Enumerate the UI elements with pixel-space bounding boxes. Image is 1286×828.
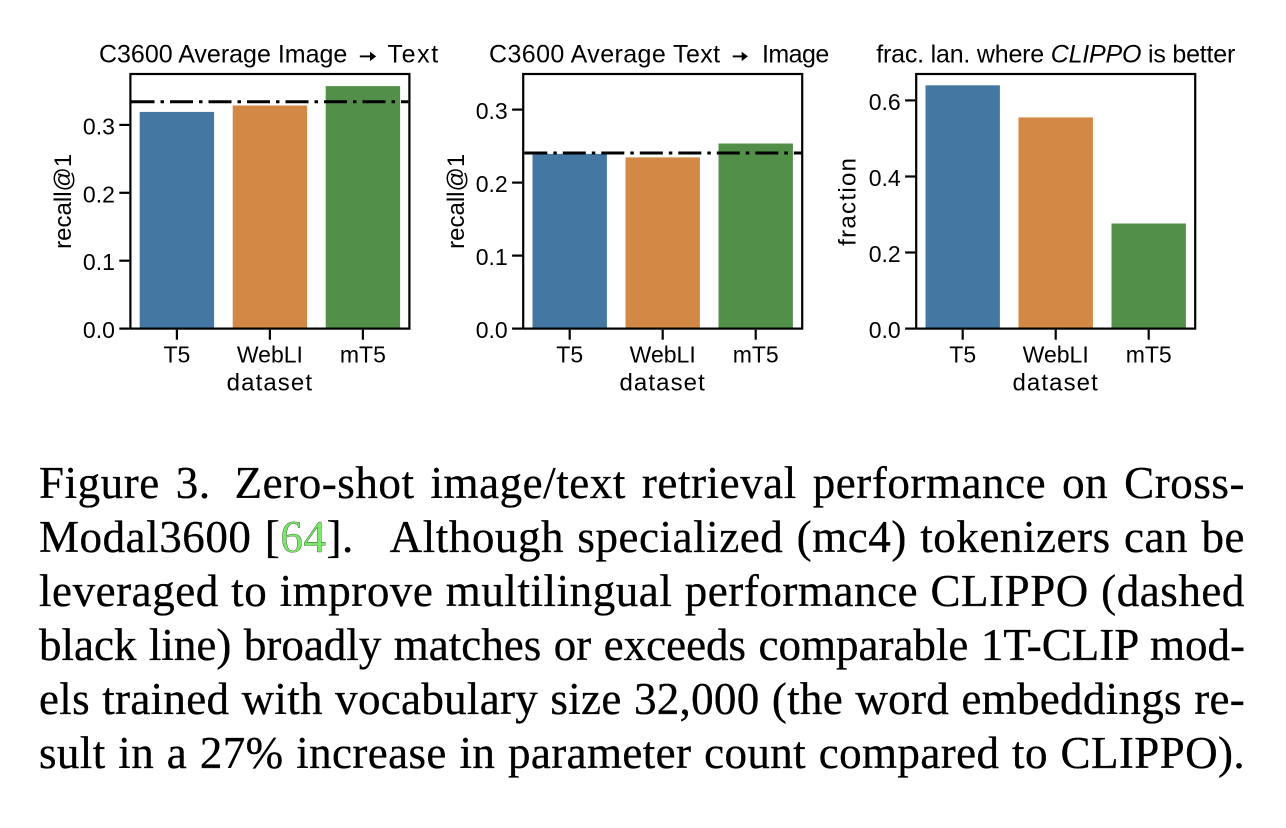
svg-text:Image: Image: [762, 40, 829, 68]
svg-text:recall@1: recall@1: [443, 154, 470, 249]
svg-text:fraction: fraction: [835, 157, 862, 246]
svg-text:0.0: 0.0: [476, 317, 508, 343]
svg-text:dataset: dataset: [227, 369, 313, 396]
svg-text:Text: Text: [388, 40, 440, 68]
svg-text:0.2: 0.2: [869, 241, 901, 267]
svg-text:frac. lan. where CLIPPO is bet: frac. lan. where CLIPPO is better: [876, 40, 1235, 68]
svg-text:0.0: 0.0: [83, 317, 115, 343]
svg-text:0.1: 0.1: [476, 244, 508, 270]
svg-text:C3600 Average Image: C3600 Average Image: [99, 40, 347, 68]
svg-text:0.3: 0.3: [476, 98, 508, 124]
svg-text:0.1: 0.1: [83, 249, 115, 275]
svg-text:T5: T5: [556, 342, 583, 368]
svg-text:mT5: mT5: [1126, 342, 1172, 368]
svg-text:mT5: mT5: [340, 342, 386, 368]
svg-text:0.0: 0.0: [869, 317, 901, 343]
svg-text:mT5: mT5: [733, 342, 779, 368]
svg-text:T5: T5: [949, 342, 976, 368]
svg-text:0.2: 0.2: [83, 181, 115, 207]
svg-text:WebLI: WebLI: [1023, 342, 1089, 368]
svg-text:0.4: 0.4: [869, 165, 901, 191]
svg-text:0.2: 0.2: [476, 171, 508, 197]
svg-text:recall@1: recall@1: [50, 154, 77, 249]
svg-text:T5: T5: [163, 342, 190, 368]
svg-text:WebLI: WebLI: [237, 342, 303, 368]
svg-text:0.6: 0.6: [869, 89, 901, 115]
svg-text:dataset: dataset: [1012, 369, 1098, 396]
svg-text:dataset: dataset: [619, 369, 705, 396]
svg-text:C3600 Average Text: C3600 Average Text: [489, 40, 720, 68]
svg-text:WebLI: WebLI: [630, 342, 696, 368]
svg-text:0.3: 0.3: [83, 113, 115, 139]
